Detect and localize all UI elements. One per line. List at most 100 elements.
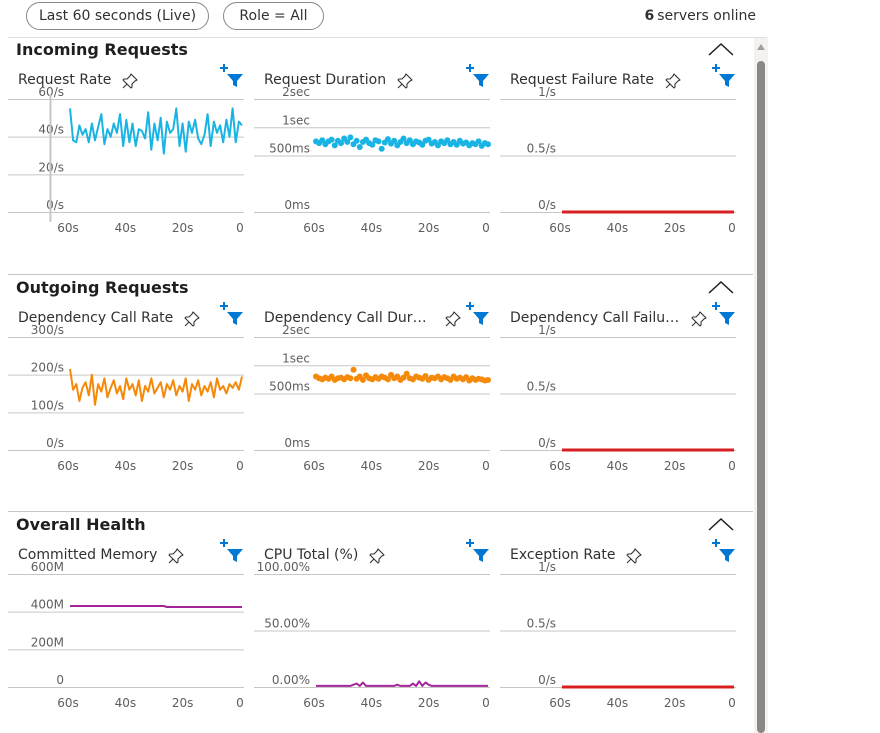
y-tick-label: 50.00% [264,617,310,631]
x-tick-label: 40s [361,696,383,710]
pin-icon[interactable] [396,72,414,90]
x-tick-label: 0 [236,459,244,473]
pin-icon[interactable] [664,72,682,90]
data-point [485,141,491,148]
y-tick-label: 0.5/s [527,380,556,394]
x-tick-label: 60s [57,696,79,710]
collapse-chevron-icon[interactable] [706,41,736,59]
data-point [331,142,338,149]
x-tick-label: 40s [607,221,629,235]
x-tick-label: 0 [728,459,736,473]
add-filter-icon[interactable] [711,537,737,563]
y-tick-label: 1/s [538,560,556,574]
x-tick-label: 60s [303,696,325,710]
chart-request-failure-rate: Request Failure Rate 1/s 0.5/s 0/s 60s 40s 20s… [500,64,738,252]
x-tick-label: 40s [361,459,383,473]
x-tick-label: 60s [303,221,325,235]
series-line [69,107,243,155]
toolbar-divider [8,37,767,38]
data-point [359,376,366,383]
data-point [384,136,391,143]
add-filter-icon[interactable] [465,537,491,563]
section-title: Overall Health [16,515,146,534]
chart-request-duration: Request Duration 2sec 1sec 500ms 0ms 60s 40s 20… [254,64,492,252]
x-tick-label: 20s [172,221,194,235]
chart-committed-memory: Committed Memory 600M 400M 200M 0 60s 40s 20s 0 [8,539,246,727]
data-point [375,138,382,145]
chart-dependency-call-rate: Dependency Call Rate 300/s 200/s 100/s 0/s 60… [8,302,246,490]
servers-online-label: servers online [657,8,756,24]
chart-dependency-call-duration: Dependency Call Duration 2sec 1sec 500ms 0ms… [254,302,492,490]
servers-online-status: 6 servers online [644,8,756,24]
x-tick-label: 60s [549,459,571,473]
y-tick-label: 0ms [284,436,310,450]
y-tick-label: 0ms [284,198,310,212]
x-tick-label: 40s [115,459,137,473]
y-tick-label: 0.5/s [527,617,556,631]
section-title: Outgoing Requests [16,278,189,297]
y-tick-label: 0.00% [272,673,310,687]
y-tick-label: 0/s [538,673,556,687]
y-tick-label: 100.00% [257,560,310,574]
section-title: Incoming Requests [16,40,188,59]
time-range-button[interactable]: Last 60 seconds (Live) [26,2,209,30]
add-filter-icon[interactable] [219,300,245,326]
add-filter-icon[interactable] [465,300,491,326]
x-tick-label: 60s [57,459,79,473]
x-tick-label: 0 [482,221,490,235]
pin-icon[interactable] [690,310,708,328]
pin-icon[interactable] [167,547,185,565]
add-filter-icon[interactable] [219,537,245,563]
x-tick-label: 60s [549,221,571,235]
collapse-chevron-icon[interactable] [706,516,736,534]
add-filter-icon[interactable] [219,62,245,88]
y-tick-label: 0/s [46,198,64,212]
y-tick-label: 200M [31,635,64,649]
data-point [356,144,363,151]
pin-icon[interactable] [444,310,462,328]
y-tick-label: 2sec [282,323,310,337]
data-point [338,140,345,147]
y-tick-label: 400M [31,598,64,612]
x-tick-label: 20s [418,459,440,473]
data-point [378,145,385,152]
y-tick-label: 1sec [282,113,310,127]
add-filter-icon[interactable] [465,62,491,88]
pin-icon[interactable] [183,310,201,328]
pin-icon[interactable] [368,547,386,565]
add-filter-icon[interactable] [711,300,737,326]
add-filter-icon[interactable] [711,62,737,88]
chart-dependency-call-failure: Dependency Call Failure ... 1/s 0.5/s 0/s 60… [500,302,738,490]
data-point [384,376,391,383]
pin-icon[interactable] [121,72,139,90]
x-tick-label: 60s [303,459,325,473]
y-tick-label: 1sec [282,351,310,365]
scroll-up-arrow-icon[interactable] [757,44,765,50]
x-tick-label: 0 [728,696,736,710]
collapse-chevron-icon[interactable] [706,279,736,297]
x-tick-label: 60s [549,696,571,710]
y-tick-label: 0/s [538,198,556,212]
x-tick-label: 40s [607,696,629,710]
series-line [70,605,242,608]
role-filter-button[interactable]: Role = All [223,2,324,30]
chart-plot: 2sec 1sec 500ms 0ms 60s 40s 20s 0 [254,323,491,473]
chart-plot: 1/s 0.5/s 0/s 60s 40s 20s 0 [500,85,736,235]
data-point [391,137,398,144]
y-tick-label: 200/s [31,361,64,375]
x-tick-label: 20s [664,459,686,473]
y-tick-label: 500ms [269,142,310,156]
section-divider [8,511,753,512]
pin-icon[interactable] [625,547,643,565]
y-tick-label: 600M [31,560,64,574]
y-tick-label: 2sec [282,85,310,99]
data-point [353,137,360,144]
y-tick-label: 0/s [538,436,556,450]
chart-plot: 1/s 0.5/s 0/s 60s 40s 20s 0 [500,560,736,710]
x-tick-label: 40s [361,221,383,235]
y-tick-label: 100/s [31,398,64,412]
chart-plot: 2sec 1sec 500ms 0ms 60s 40s 20s 0 [254,85,491,235]
scrollbar-thumb[interactable] [757,61,765,733]
